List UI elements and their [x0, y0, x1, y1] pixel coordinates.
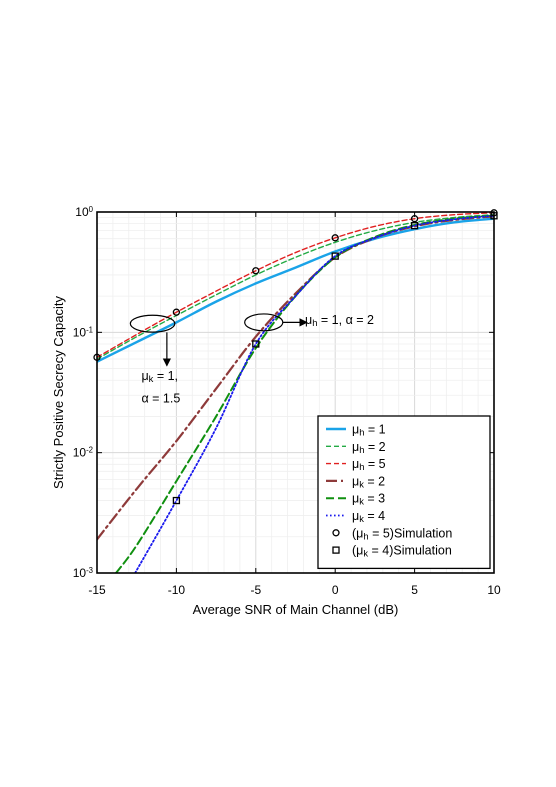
marker-circle	[331, 234, 339, 242]
annot-left-text-2: α = 1.5	[141, 392, 180, 406]
x-tick-label: -15	[88, 583, 106, 597]
legend-label-2: μh = 2	[352, 440, 386, 455]
annot-left-ellipse	[129, 314, 176, 333]
marker-square	[410, 222, 419, 230]
y-tick-label: 10-1	[73, 325, 93, 340]
series-line-2	[97, 213, 494, 360]
y-tick-label: 10-2	[73, 445, 93, 460]
series-line-1	[97, 217, 494, 363]
simulation-markers	[93, 209, 498, 505]
series-line-3	[97, 212, 494, 359]
marker-square	[252, 340, 260, 348]
plot-frame	[96, 211, 495, 574]
axis-ticks: -15 -10 -5 0 5 10 10-3 10-2 10-1 100	[73, 205, 501, 598]
y-tick-label: 10-3	[73, 566, 93, 581]
marker-circle	[172, 308, 181, 316]
legend-box	[317, 415, 491, 570]
annot-right-text-1: μh = 1, α = 2	[305, 313, 374, 328]
legend-label-6: μk = 4	[352, 509, 385, 524]
y-tick-label: 100	[75, 205, 93, 220]
legend: μh = 1 μh = 2 μh = 5 μk = 2 μk = 3 μk = 4 (μh …	[317, 415, 491, 570]
x-tick-label: 10	[487, 583, 501, 597]
legend-marker-square	[332, 546, 340, 554]
legend-marker-label-1: (μh = 5)Simulation	[352, 526, 452, 541]
legend-label-3: μh = 5	[352, 457, 386, 472]
marker-square	[172, 496, 181, 505]
x-axis-label: Average SNR of Main Channel (dB)	[193, 602, 399, 617]
legend-label-5: μk = 3	[352, 492, 385, 507]
marker-circle	[252, 267, 260, 275]
series-line-6	[134, 214, 494, 573]
legend-label-1: μh = 1	[352, 423, 386, 438]
legend-marker-circle	[332, 529, 340, 537]
x-tick-label: 0	[332, 583, 339, 597]
annot-left-text-1: μk = 1,	[141, 369, 178, 384]
x-tick-label: 5	[411, 583, 418, 597]
x-tick-label: -10	[168, 583, 186, 597]
legend-marker-label-2: (μk = 4)Simulation	[352, 544, 452, 559]
x-tick-label: -5	[250, 583, 261, 597]
legend-label-4: μk = 2	[352, 474, 385, 489]
marker-square	[331, 252, 339, 260]
annotations: μk = 1, α = 1.5 μh = 1, α = 2	[129, 313, 374, 406]
series-lines	[97, 212, 494, 573]
y-axis-label: Strictly Positive Secrecy Capacity	[51, 296, 66, 489]
